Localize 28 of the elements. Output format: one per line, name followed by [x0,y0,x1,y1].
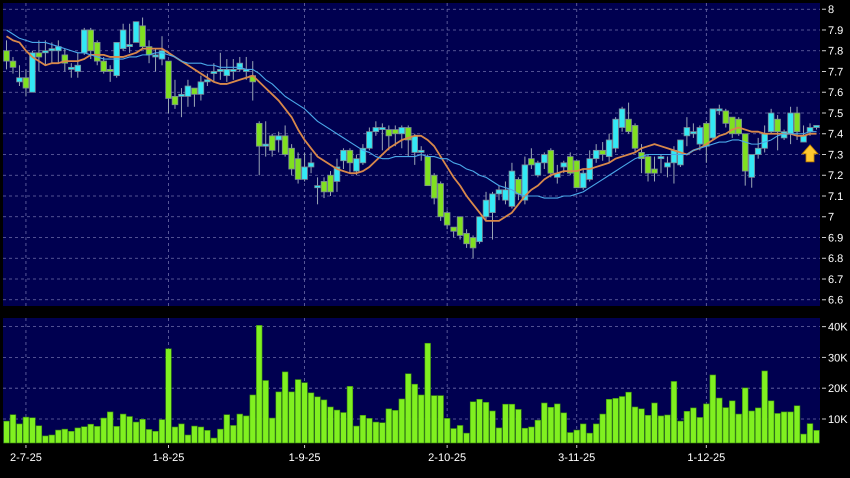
y-tick-label: 7.9 [828,24,844,37]
x-tick-label: 3-11-25 [558,452,596,464]
x-tick-label: 1-8-25 [152,452,184,464]
y-tick-label: 7.2 [828,170,844,182]
y-tick-label: 7 [828,212,834,224]
y-tick-label: 10K [828,414,848,426]
y-tick-label: 7.6 [828,87,844,100]
y-tick-label: 6.7 [828,274,844,286]
x-tick-label: 2-7-25 [10,452,42,464]
y-tick-label: 30K [828,352,848,364]
x-tick-label: 2-10-25 [428,452,466,464]
y-tick-label: 6.9 [828,232,844,244]
line-series [6,29,818,199]
line-series [6,35,818,222]
y-tick-label: 6.8 [828,253,844,266]
y-tick-label: 8 [828,4,834,16]
y-tick-label: 7.8 [828,46,844,58]
x-tick-label: 1-9-25 [288,452,320,464]
y-tick-label: 40K [828,321,848,334]
y-tick-label: 6.6 [828,294,844,307]
y-tick-label: 7.7 [828,66,844,78]
x-tick-label: 1-12-25 [687,452,726,464]
y-tick-label: 7.1 [828,190,844,203]
y-tick-label: 7.4 [828,128,844,141]
candlestick [658,154,664,174]
y-tick-label: 7.3 [828,149,844,162]
y-tick-label: 7.5 [828,108,844,120]
y-tick-label: 20K [828,383,848,396]
